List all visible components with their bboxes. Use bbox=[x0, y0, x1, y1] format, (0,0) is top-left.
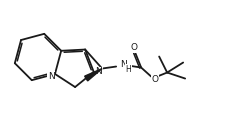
Text: N: N bbox=[120, 60, 127, 69]
Polygon shape bbox=[85, 69, 102, 81]
Text: O: O bbox=[131, 43, 138, 52]
Text: N: N bbox=[95, 67, 102, 76]
Text: H: H bbox=[125, 65, 131, 74]
Text: O: O bbox=[152, 75, 159, 84]
Text: N: N bbox=[48, 72, 55, 81]
